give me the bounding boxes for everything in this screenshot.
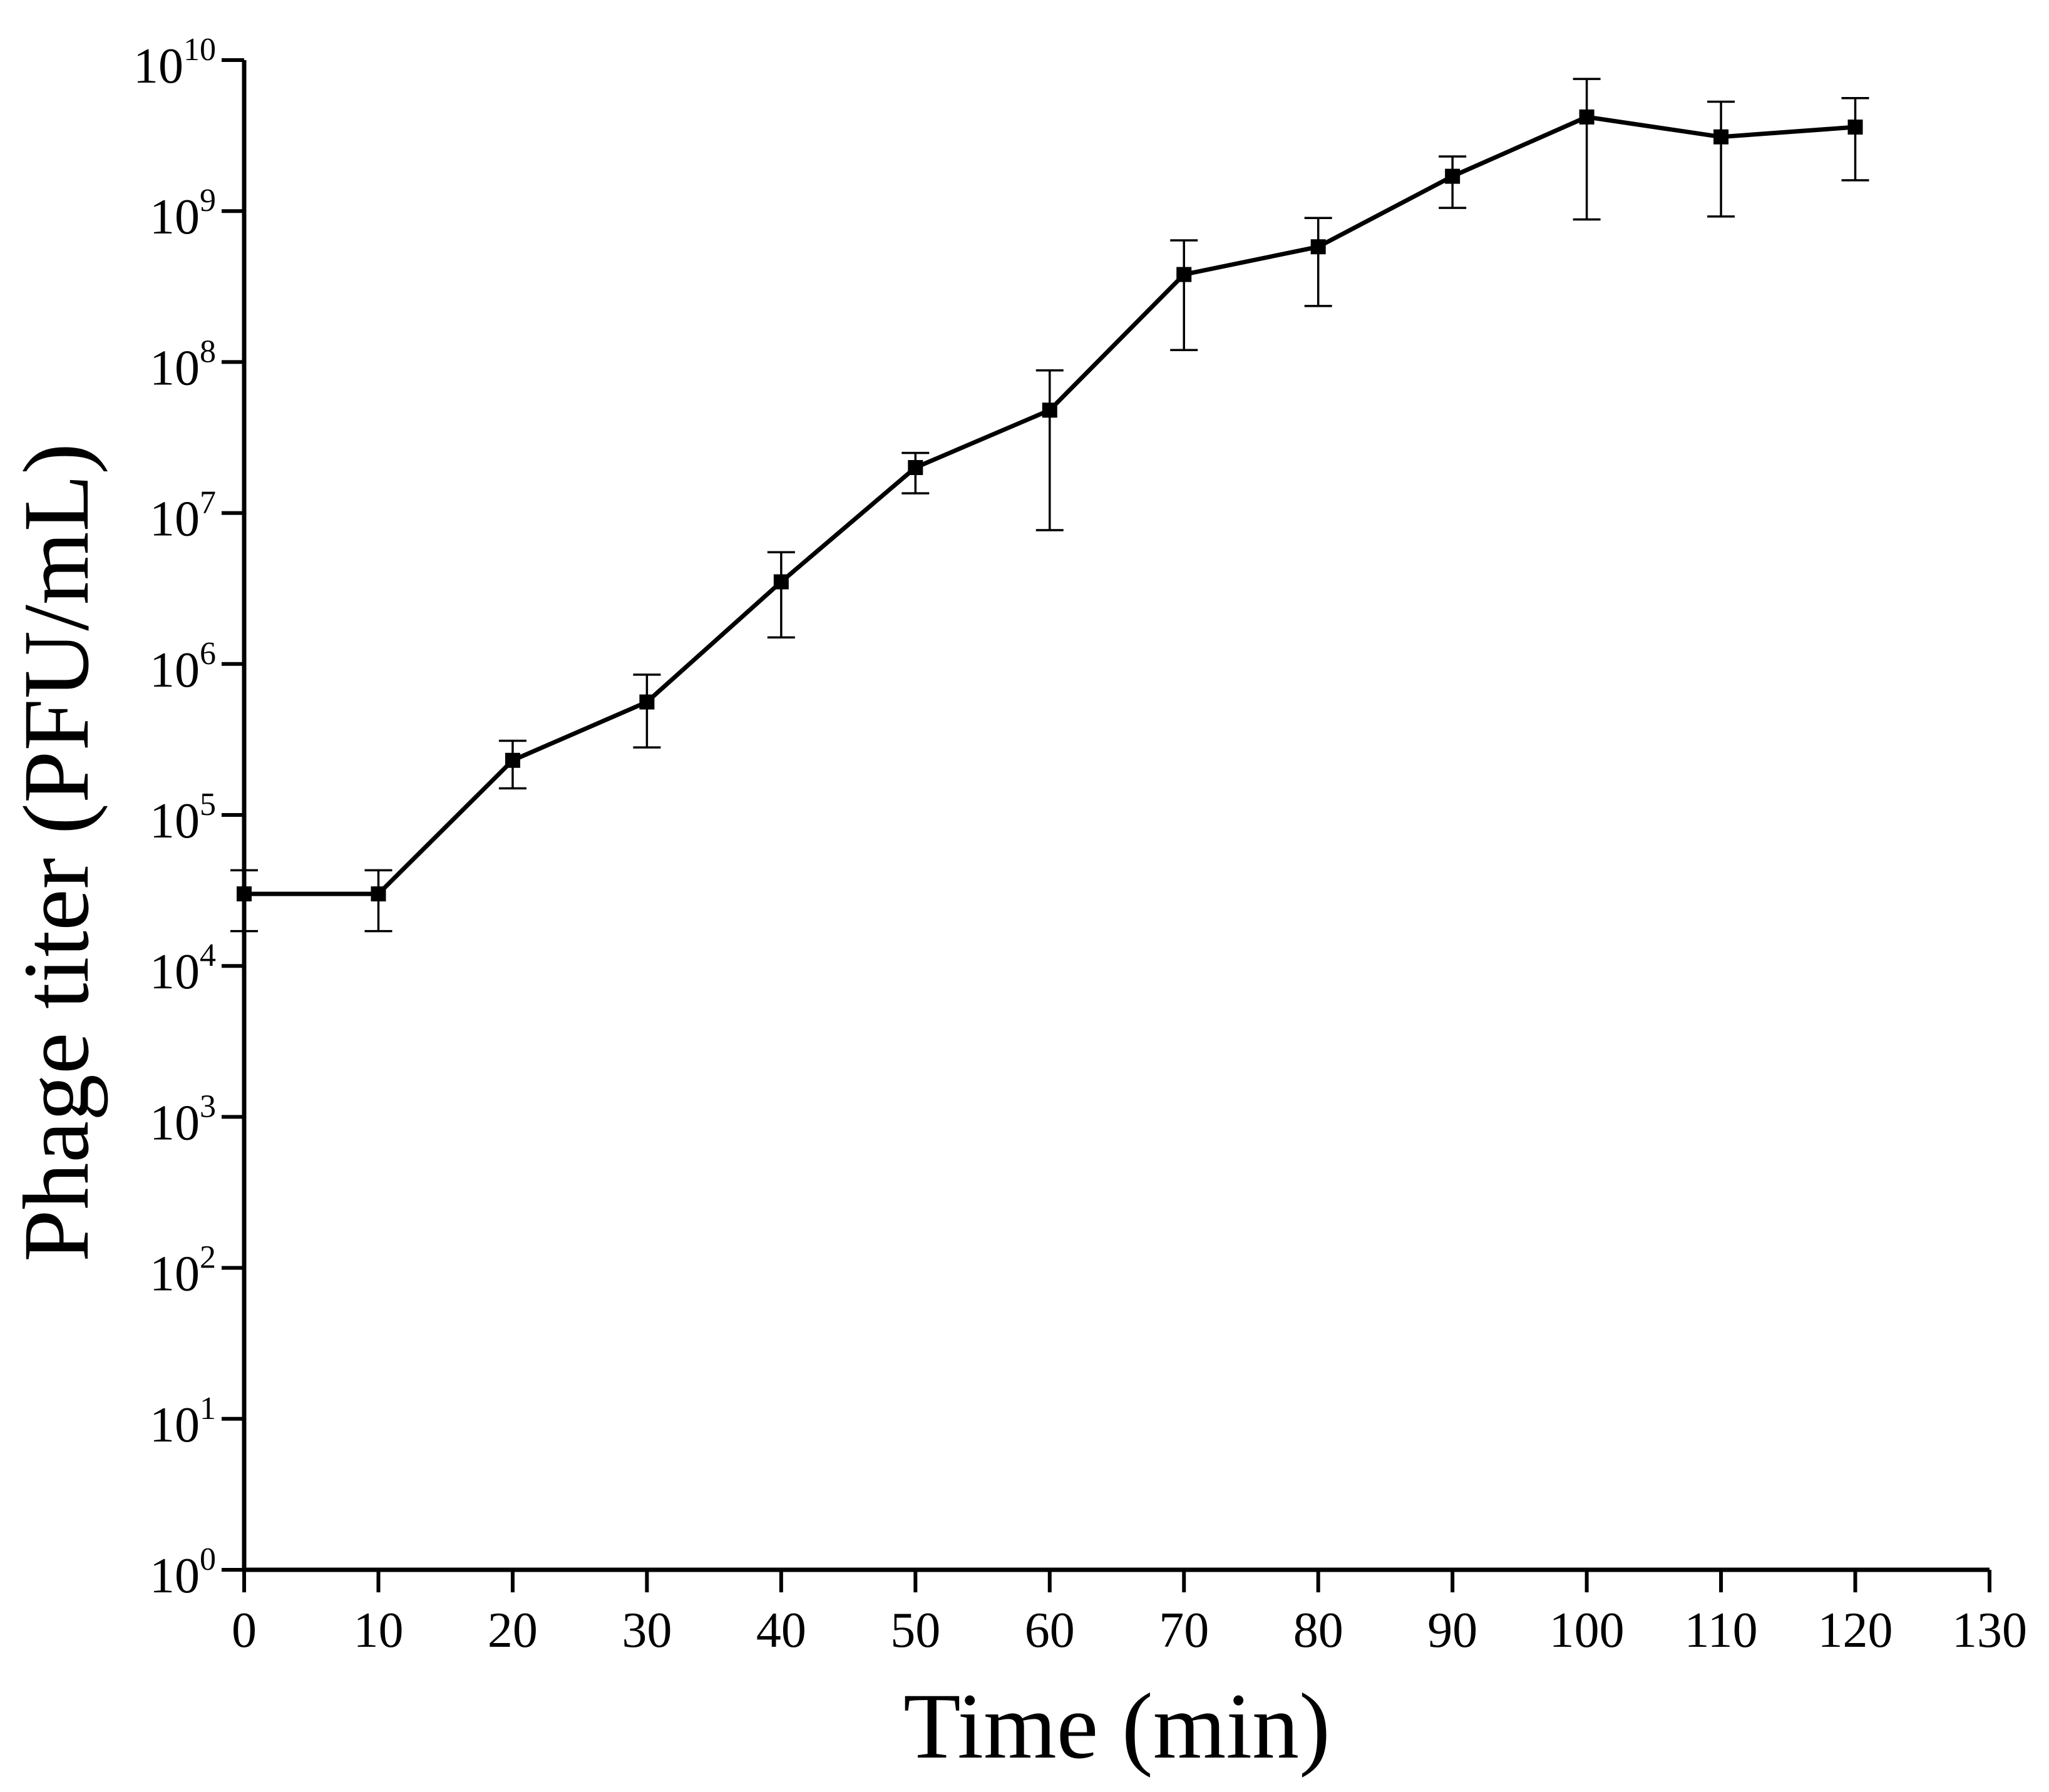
x-tick-label: 100 [1549, 1603, 1625, 1658]
x-tick-label: 90 [1427, 1603, 1477, 1658]
y-tick-label: 104 [150, 938, 216, 1000]
x-tick-label: 30 [622, 1603, 672, 1658]
y-tick-label: 107 [150, 485, 216, 547]
y-tick-base: 10 [150, 1398, 200, 1453]
axes-frame [242, 60, 1990, 1572]
y-tick-exponent: 4 [200, 938, 216, 973]
y-tick-exponent: 5 [200, 787, 216, 822]
y-tick-exponent: 6 [200, 636, 216, 672]
data-point [237, 886, 252, 902]
y-tick-base: 10 [150, 643, 200, 698]
y-tick-label: 105 [150, 787, 216, 849]
y-axis-title: Phage titer (PFU/mL) [4, 443, 108, 1262]
y-tick-label: 108 [150, 334, 216, 396]
y-tick-exponent: 1 [200, 1391, 216, 1426]
x-tick-label: 120 [1818, 1603, 1893, 1658]
data-point [1042, 402, 1057, 418]
y-tick-exponent: 8 [200, 334, 216, 369]
data-markers [237, 109, 1863, 902]
x-tick-label: 60 [1025, 1603, 1075, 1658]
x-axis-ticks: 0 10 20 30 40 50 60 70 80 90 100 110 120 130 [232, 1570, 2027, 1658]
y-tick-base: 10 [150, 340, 200, 396]
data-point [1579, 109, 1595, 125]
y-tick-label: 102 [150, 1240, 216, 1302]
y-tick-label: 100 [150, 1542, 216, 1604]
y-tick-exponent: 7 [200, 485, 216, 521]
y-tick-exponent: 10 [183, 32, 216, 68]
x-tick-label: 50 [890, 1603, 940, 1658]
data-point [1445, 168, 1461, 184]
y-tick-exponent: 2 [200, 1240, 216, 1276]
y-tick-base: 10 [150, 1549, 200, 1604]
y-tick-exponent: 3 [200, 1088, 216, 1124]
x-tick-label: 20 [488, 1603, 538, 1658]
y-tick-label: 103 [150, 1088, 216, 1150]
y-tick-base: 10 [150, 492, 200, 547]
data-point [908, 459, 923, 475]
data-point [1176, 267, 1192, 282]
y-tick-base: 10 [150, 190, 200, 245]
y-tick-label: 101 [150, 1391, 216, 1453]
data-point [773, 574, 789, 590]
y-tick-base: 10 [133, 39, 183, 94]
x-tick-label: 10 [353, 1603, 403, 1658]
x-tick-label: 40 [756, 1603, 806, 1658]
data-point [1713, 129, 1729, 145]
y-tick-exponent: 0 [200, 1542, 216, 1577]
data-point [505, 752, 520, 768]
y-tick-label: 106 [150, 636, 216, 698]
error-bars [230, 78, 1869, 933]
y-tick-exponent: 9 [200, 183, 216, 218]
y-tick-base: 10 [150, 1095, 200, 1150]
y-tick-base: 10 [150, 945, 200, 1000]
x-tick-label: 70 [1159, 1603, 1209, 1658]
x-tick-label: 130 [1952, 1603, 2027, 1658]
x-tick-label: 0 [232, 1603, 257, 1658]
y-tick-label: 109 [150, 183, 216, 245]
y-tick-base: 10 [150, 1247, 200, 1302]
x-tick-label: 80 [1293, 1603, 1343, 1658]
data-point [1847, 120, 1863, 135]
data-point [639, 694, 655, 710]
y-tick-base: 10 [150, 794, 200, 849]
y-tick-label: 1010 [133, 32, 216, 94]
data-point [1310, 239, 1326, 255]
data-point [371, 886, 386, 902]
x-tick-label: 110 [1685, 1603, 1758, 1658]
x-axis-title: Time (min) [903, 1674, 1330, 1778]
